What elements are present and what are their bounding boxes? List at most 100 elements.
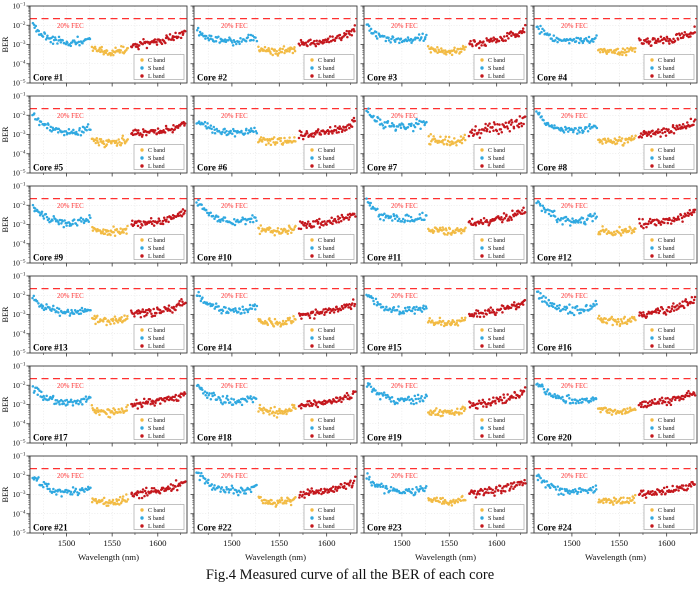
legend-label: S band bbox=[318, 426, 335, 432]
legend-label: L band bbox=[658, 524, 675, 530]
legend-marker-c_band bbox=[310, 238, 314, 242]
subplot-core-16: 20% FEC C band S band L band Core #16 bbox=[530, 275, 698, 357]
core-label: Core #4 bbox=[537, 73, 568, 83]
legend-marker-c_band bbox=[480, 508, 484, 512]
y-tick-label: 10−4 bbox=[12, 59, 26, 68]
y-tick-label: 10−1 bbox=[12, 2, 26, 11]
legend-label: C band bbox=[488, 58, 505, 64]
legend-marker-s_band bbox=[650, 336, 654, 340]
l-band-points bbox=[467, 115, 527, 140]
legend-label: C band bbox=[148, 58, 165, 64]
s-band-points bbox=[195, 120, 259, 138]
s-band-points bbox=[31, 112, 92, 137]
x-tick-label: 1500 bbox=[58, 538, 76, 548]
fec-label: 20% FEC bbox=[221, 473, 248, 480]
l-band-points bbox=[468, 23, 527, 50]
x-tick-label: 1550 bbox=[103, 538, 121, 548]
legend-label: C band bbox=[318, 508, 335, 514]
c-band-points bbox=[90, 134, 130, 149]
l-band-points bbox=[130, 391, 187, 410]
subplot-core-22: 20% FEC 1500 1550 1600 Wavelength (nm) C band… bbox=[190, 455, 358, 562]
legend-label: C band bbox=[318, 58, 335, 64]
x-tick-label: 1550 bbox=[440, 538, 458, 548]
core-label: Core #11 bbox=[367, 253, 402, 263]
fec-label: 20% FEC bbox=[57, 203, 84, 210]
x-tick-label: 1500 bbox=[563, 538, 581, 548]
y-tick-label: 10−4 bbox=[12, 419, 26, 428]
core-label: Core #18 bbox=[197, 433, 232, 443]
legend-marker-l_band bbox=[310, 254, 314, 258]
legend-label: S band bbox=[148, 66, 165, 72]
legend-marker-l_band bbox=[480, 254, 484, 258]
legend-label: C band bbox=[148, 238, 165, 244]
x-tick-label: 1600 bbox=[149, 538, 167, 548]
core-label: Core #12 bbox=[537, 253, 572, 263]
legend-label: L band bbox=[488, 74, 505, 80]
legend-label: L band bbox=[318, 344, 335, 350]
l-band-points bbox=[130, 479, 187, 500]
y-axis-title: BER bbox=[1, 306, 10, 322]
s-band-points bbox=[535, 110, 599, 135]
x-tick-label: 1600 bbox=[488, 538, 506, 548]
c-band-points bbox=[90, 314, 129, 327]
c-band-points bbox=[597, 225, 637, 237]
legend-marker-s_band bbox=[140, 426, 144, 430]
s-band-points bbox=[535, 24, 598, 45]
legend-label: C band bbox=[658, 238, 675, 244]
c-band-points bbox=[257, 136, 297, 147]
legend-marker-l_band bbox=[480, 434, 484, 438]
subplot-core-18: 20% FEC C band S band L band Core #18 bbox=[190, 365, 358, 447]
legend-marker-c_band bbox=[140, 328, 144, 332]
x-axis-title: Wavelength (nm) bbox=[415, 552, 476, 562]
legend-marker-l_band bbox=[310, 434, 314, 438]
y-tick-label: 10−4 bbox=[12, 509, 26, 518]
fec-label: 20% FEC bbox=[561, 203, 588, 210]
legend-label: S band bbox=[488, 426, 505, 432]
core-label: Core #6 bbox=[197, 163, 228, 173]
legend-marker-s_band bbox=[480, 66, 484, 70]
x-tick-label: 1550 bbox=[610, 538, 628, 548]
x-axis-title: Wavelength (nm) bbox=[585, 552, 646, 562]
legend-marker-l_band bbox=[140, 344, 144, 348]
y-axis-title: BER bbox=[1, 216, 10, 232]
legend-label: C band bbox=[148, 418, 165, 424]
c-band-points bbox=[91, 224, 129, 237]
legend-marker-c_band bbox=[650, 148, 654, 152]
legend-label: L band bbox=[658, 434, 675, 440]
figure-caption: Fig.4 Measured curve of all the BER of e… bbox=[205, 567, 495, 583]
c-band-points bbox=[90, 44, 130, 57]
subplot-core-2: 20% FEC C band S band L band Core #2 bbox=[190, 5, 358, 87]
legend-label: L band bbox=[318, 524, 335, 530]
legend-marker-l_band bbox=[140, 434, 144, 438]
legend-label: C band bbox=[488, 418, 505, 424]
c-band-points bbox=[257, 314, 297, 328]
legend-marker-l_band bbox=[480, 344, 484, 348]
fec-label: 20% FEC bbox=[391, 383, 418, 390]
legend-label: L band bbox=[318, 254, 335, 260]
fec-label: 20% FEC bbox=[221, 293, 248, 300]
s-band-points bbox=[535, 200, 598, 227]
fec-label: 20% FEC bbox=[221, 203, 248, 210]
legend-label: C band bbox=[488, 238, 505, 244]
y-tick-label: 10−3 bbox=[12, 130, 26, 139]
legend-label: S band bbox=[148, 516, 165, 522]
s-band-points bbox=[365, 107, 428, 133]
legend-label: C band bbox=[488, 148, 505, 154]
c-band-points bbox=[427, 226, 467, 236]
l-band-points bbox=[297, 298, 357, 320]
legend-label: C band bbox=[148, 508, 165, 514]
c-band-points bbox=[426, 44, 467, 57]
x-axis-title: Wavelength (nm) bbox=[78, 552, 139, 562]
legend-marker-l_band bbox=[140, 524, 144, 528]
y-tick-label: 10−5 bbox=[12, 349, 26, 358]
fec-label: 20% FEC bbox=[391, 473, 418, 480]
legend-marker-l_band bbox=[140, 164, 144, 168]
x-tick-label: 1550 bbox=[270, 538, 288, 548]
subplot-core-5: 20% FEC 10−1 10−2 10−3 10−4 10−5 BER C band S ba… bbox=[1, 92, 188, 178]
subplot-core-9: 20% FEC 10−1 10−2 10−3 10−4 10−5 BER C band S ba… bbox=[1, 182, 188, 268]
legend-marker-c_band bbox=[480, 328, 484, 332]
subplot-core-10: 20% FEC C band S band L band Core #10 bbox=[190, 185, 358, 267]
subplot-core-7: 20% FEC C band S band L band Core #7 bbox=[360, 95, 528, 177]
c-band-points bbox=[427, 405, 467, 418]
legend-marker-l_band bbox=[650, 74, 654, 78]
